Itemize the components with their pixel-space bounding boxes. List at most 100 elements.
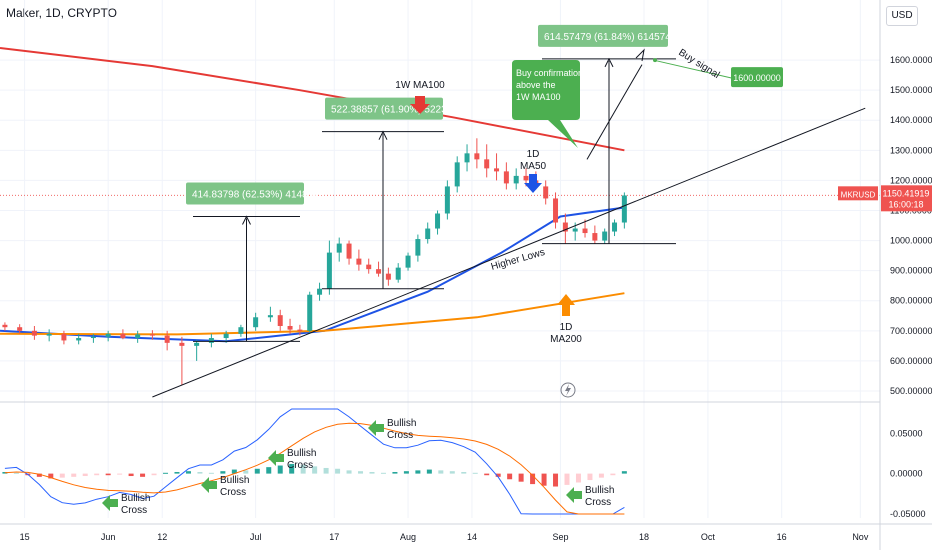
- x-tick-label: Sep: [552, 532, 568, 542]
- measure-1-label-box: [186, 182, 304, 205]
- candle-body: [149, 334, 155, 336]
- macd-y-tick-label: 0.05000: [890, 428, 923, 438]
- y-tick-label: 1500.00000: [890, 85, 932, 95]
- macd-line: [4, 408, 625, 515]
- bullish-cross-2-label-2: Cross: [220, 487, 246, 498]
- x-tick-label: 14: [467, 532, 477, 542]
- macd-bar: [426, 469, 432, 474]
- currency-button[interactable]: USD: [886, 6, 918, 26]
- bullish-cross-1-arrow-icon: [102, 495, 118, 511]
- candle-body: [356, 258, 362, 265]
- macd-bar: [254, 468, 260, 474]
- macd-bar: [220, 471, 226, 474]
- candle-body: [135, 334, 141, 339]
- y-tick-label: 1300.00000: [890, 145, 932, 155]
- buy-signal-label: Buy signal: [676, 47, 721, 81]
- x-tick-label: Jun: [101, 532, 116, 542]
- measure-1-label: 414.83798 (62.53%) 41483798: [192, 190, 330, 201]
- measure-2-label: 522.38857 (61.90%) 52238857: [331, 105, 469, 116]
- y-tick-label: 1000.00000: [890, 236, 932, 246]
- candle-body: [90, 336, 96, 339]
- macd-bar: [449, 471, 455, 474]
- macd-bar: [495, 473, 501, 477]
- candle-body: [277, 315, 283, 326]
- price-tag-countdown: 16:00:18: [888, 199, 923, 209]
- candle-body: [120, 333, 126, 339]
- candle-body: [494, 168, 500, 172]
- macd-bar: [461, 471, 467, 474]
- macd-bar: [610, 473, 616, 476]
- x-tick-label: 17: [329, 532, 339, 542]
- candle-body: [287, 326, 293, 330]
- macd-bar: [163, 472, 169, 474]
- x-tick-label: Oct: [701, 532, 716, 542]
- macd-bar: [48, 473, 54, 479]
- candle-body: [336, 243, 342, 253]
- macd-bar: [621, 471, 627, 474]
- measure-1-arrowhead: [242, 215, 251, 225]
- macd-bar: [140, 473, 146, 477]
- macd-bar: [358, 471, 364, 474]
- macd-bar: [266, 467, 272, 474]
- target-label-box: [731, 67, 783, 88]
- macd-bar: [289, 463, 295, 474]
- macd-bar: [59, 473, 65, 478]
- candle-body: [346, 243, 352, 259]
- ma100-label: 1W MA100: [395, 80, 445, 91]
- macd-bar: [105, 473, 111, 476]
- price-tag: [881, 185, 932, 212]
- candle-body: [223, 333, 229, 339]
- moving-average-line: [0, 292, 625, 336]
- y-tick-label: 700.00000: [890, 326, 932, 336]
- candle-body: [164, 335, 170, 343]
- projection-arrowhead: [635, 48, 645, 62]
- candle-body: [385, 273, 391, 280]
- ma200-arrow-icon: [557, 294, 575, 316]
- macd-bar: [392, 471, 398, 474]
- candle-body: [405, 255, 411, 268]
- ma50-label-2: MA50: [520, 161, 547, 172]
- measure-2-arrowhead: [378, 130, 388, 140]
- measure-3-label-box: [538, 24, 668, 47]
- x-tick-label: Jul: [250, 532, 262, 542]
- confirmation-line-1: Buy confirmation: [516, 68, 583, 78]
- candle-body: [2, 324, 8, 328]
- macd-bar: [518, 473, 524, 482]
- measure-2-label-box: [325, 97, 443, 120]
- bullish-cross-3-label-2: Cross: [387, 430, 413, 441]
- candle-body: [543, 186, 549, 199]
- chart-symbol: Maker, 1D, CRYPTO: [6, 6, 117, 20]
- macd-bar: [553, 473, 559, 487]
- macd-bar: [507, 473, 513, 480]
- candle-body: [562, 222, 568, 232]
- measure-3-label: 614.57479 (61.84%) 61457479: [544, 32, 682, 43]
- macd-bar: [323, 467, 329, 474]
- candle-body: [208, 338, 214, 343]
- bullish-cross-1-label-1: Bullish: [121, 493, 150, 504]
- moving-average-line: [0, 206, 625, 343]
- macd-bar: [185, 471, 191, 474]
- higher-lows-label: Higher Lows: [490, 247, 546, 273]
- grid: [0, 0, 880, 518]
- candle-body: [553, 198, 559, 223]
- macd-bar: [380, 472, 386, 474]
- x-tick-label: 18: [639, 532, 649, 542]
- candle-body: [76, 338, 82, 341]
- y-tick-label: 1200.00000: [890, 175, 932, 185]
- macd-bar: [36, 473, 42, 477]
- ma50-arrow-icon: [524, 174, 542, 193]
- macd-bar: [438, 470, 444, 474]
- macd-bar: [530, 473, 536, 485]
- macd-bar: [369, 471, 375, 474]
- candle-body: [253, 317, 259, 328]
- ticker-tag-label: MKRUSD: [841, 190, 876, 199]
- buy-signal-line: [655, 60, 733, 79]
- y-tick-label: 600.00000: [890, 356, 932, 366]
- macd-bar: [403, 471, 409, 474]
- candle-body: [326, 252, 332, 289]
- macd-bar: [231, 469, 237, 474]
- candle-body: [297, 329, 303, 331]
- macd-bar: [541, 473, 547, 486]
- macd-bar: [415, 470, 421, 474]
